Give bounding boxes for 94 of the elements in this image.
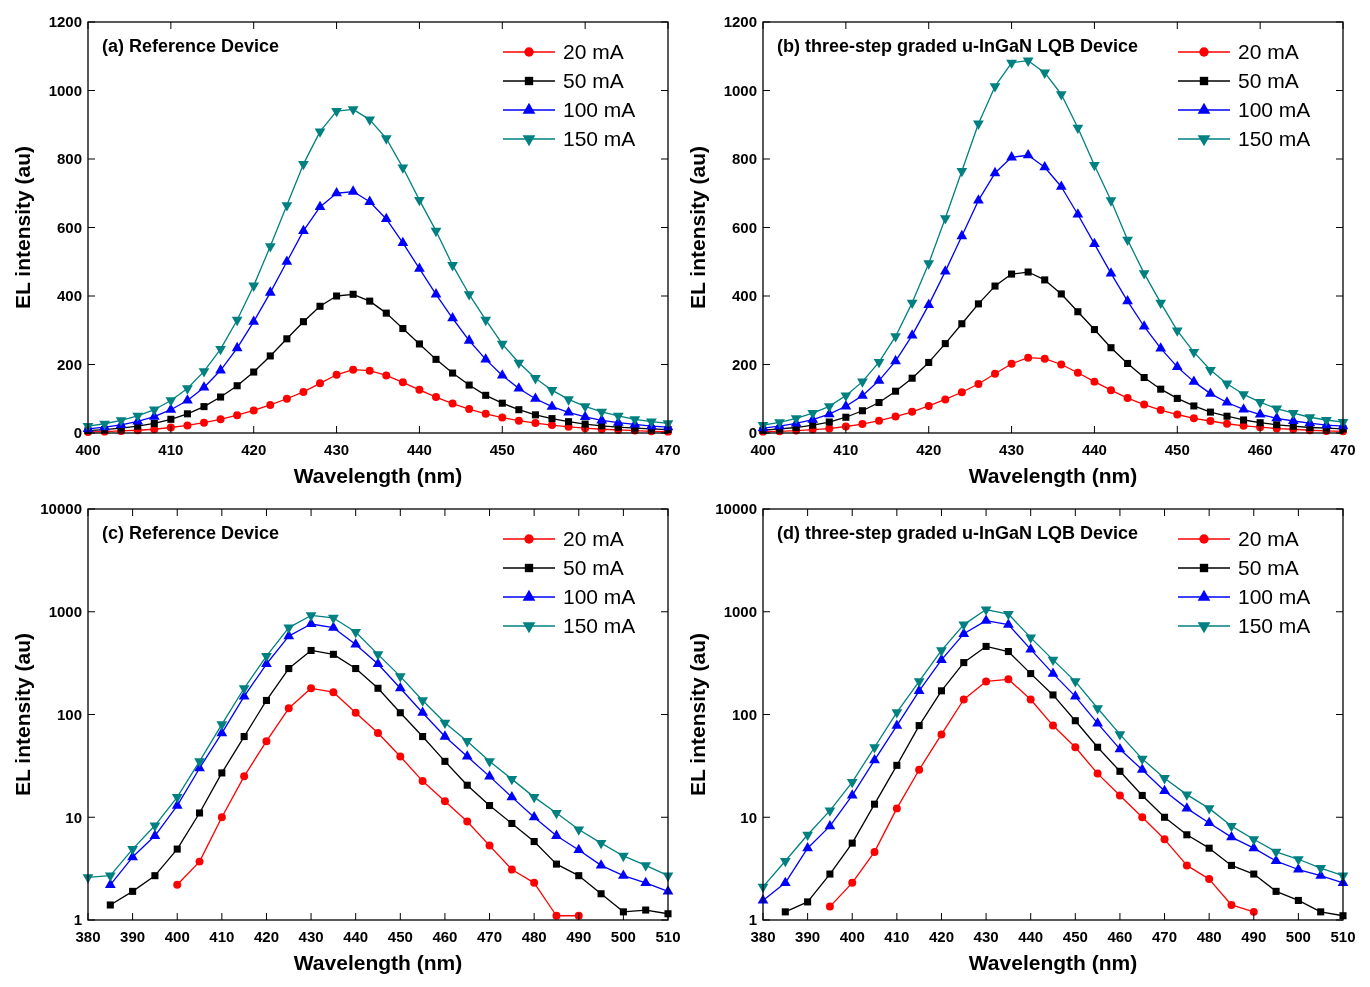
x-tick-label: 450 [1164, 441, 1190, 458]
y-tick-label: 10000 [40, 500, 82, 518]
x-tick-label: 450 [489, 441, 515, 458]
legend-label: 50 mA [1238, 556, 1299, 580]
y-tick-label: 10 [740, 808, 757, 826]
y-tick-label: 200 [731, 355, 757, 373]
x-tick-label: 430 [973, 928, 999, 945]
y-tick-label: 1000 [48, 603, 82, 620]
x-tick-label: 410 [884, 928, 910, 945]
x-tick-label: 480 [1196, 928, 1222, 945]
x-tick-label: 440 [1081, 441, 1107, 458]
x-tick-label: 420 [928, 928, 954, 945]
legend-label: 150 mA [563, 614, 636, 638]
y-axis-title: EL intensity (au) [11, 146, 34, 309]
legend-label: 50 mA [563, 69, 624, 93]
x-tick-label: 380 [75, 928, 101, 945]
y-axis-title: EL intensity (au) [686, 146, 709, 309]
y-tick-label: 800 [56, 150, 82, 168]
y-tick-label: 800 [731, 150, 757, 168]
x-tick-label: 440 [343, 928, 369, 945]
legend-label: 150 mA [1238, 614, 1311, 638]
x-tick-label: 460 [1247, 441, 1273, 458]
x-tick-label: 440 [1018, 928, 1044, 945]
x-tick-label: 500 [1285, 928, 1311, 945]
x-tick-label: 430 [324, 441, 350, 458]
y-tick-label: 1000 [723, 603, 757, 620]
x-tick-label: 470 [655, 441, 681, 458]
x-tick-label: 430 [298, 928, 324, 945]
text: (b) three-step graded u-InGaN LQB Device [777, 36, 1139, 56]
x-tick-label: 510 [1330, 928, 1356, 945]
y-tick-label: 10 [65, 808, 82, 826]
x-tick-label: 500 [610, 928, 636, 945]
x-tick-label: 430 [999, 441, 1025, 458]
legend-label: 20 mA [1238, 40, 1299, 64]
x-tick-label: 510 [655, 928, 681, 945]
x-tick-label: 450 [1062, 928, 1088, 945]
x-tick-label: 420 [916, 441, 942, 458]
legend-label: 50 mA [563, 556, 624, 580]
y-tick-label: 1000 [723, 81, 757, 99]
x-tick-label: 420 [241, 441, 267, 458]
x-axis-title: Wavelength (nm) [968, 951, 1138, 974]
y-tick-label: 100 [731, 705, 757, 723]
x-tick-label: 470 [1330, 441, 1356, 458]
y-tick-label: 200 [56, 355, 82, 373]
x-tick-label: 410 [833, 441, 859, 458]
legend-label: 50 mA [1238, 69, 1299, 93]
x-tick-label: 400 [839, 928, 865, 945]
x-tick-label: 390 [795, 928, 821, 945]
x-tick-label: 490 [1241, 928, 1267, 945]
y-tick-label: 1200 [723, 13, 757, 31]
y-axis-title: EL intensity (au) [686, 633, 709, 796]
x-tick-label: 470 [477, 928, 503, 945]
x-tick-label: 380 [750, 928, 776, 945]
y-tick-label: 1000 [48, 81, 82, 99]
y-tick-label: 1200 [48, 13, 82, 31]
text: (c) Reference Device [102, 523, 280, 543]
y-tick-label: 0 [748, 424, 757, 442]
y-tick-label: 600 [731, 218, 757, 236]
y-tick-label: 10000 [715, 500, 757, 518]
text: (d) three-step graded u-InGaN LQB Device [777, 523, 1139, 543]
legend-label: 20 mA [563, 40, 624, 64]
x-tick-label: 490 [566, 928, 592, 945]
y-tick-label: 100 [56, 705, 82, 723]
legend-label: 100 mA [563, 98, 636, 122]
legend-label: 100 mA [1238, 585, 1311, 609]
x-tick-label: 460 [572, 441, 598, 458]
y-tick-label: 400 [56, 287, 82, 305]
x-tick-label: 400 [164, 928, 190, 945]
x-tick-label: 410 [158, 441, 184, 458]
x-tick-label: 470 [1152, 928, 1178, 945]
y-tick-label: 1 [73, 911, 82, 929]
legend-label: 150 mA [1238, 127, 1311, 151]
x-tick-label: 460 [1107, 928, 1133, 945]
x-tick-label: 460 [432, 928, 458, 945]
x-tick-label: 480 [521, 928, 547, 945]
legend-label: 100 mA [563, 585, 636, 609]
x-axis-title: Wavelength (nm) [968, 464, 1138, 487]
x-tick-label: 440 [406, 441, 432, 458]
text: (a) Reference Device [102, 36, 280, 56]
y-tick-label: 400 [731, 287, 757, 305]
x-tick-label: 420 [253, 928, 279, 945]
x-axis-title: Wavelength (nm) [293, 951, 463, 974]
legend-label: 100 mA [1238, 98, 1311, 122]
legend-label: 20 mA [1238, 527, 1299, 551]
x-tick-label: 450 [387, 928, 413, 945]
y-tick-label: 600 [56, 218, 82, 236]
x-tick-label: 390 [120, 928, 146, 945]
legend-label: 150 mA [563, 127, 636, 151]
x-axis-title: Wavelength (nm) [293, 464, 463, 487]
y-tick-label: 0 [73, 424, 82, 442]
y-tick-label: 1 [748, 911, 757, 929]
legend-label: 20 mA [563, 527, 624, 551]
x-tick-label: 410 [209, 928, 235, 945]
y-axis-title: EL intensity (au) [11, 633, 34, 796]
